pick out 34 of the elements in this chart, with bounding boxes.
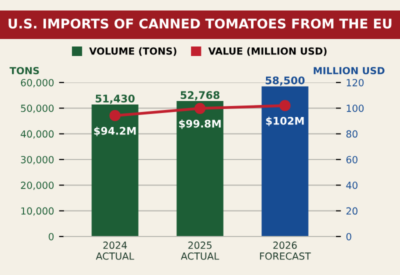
x-tick-label: 2025 ACTUAL <box>180 242 220 260</box>
y-tick-label: 20,000 <box>20 182 54 190</box>
y2-tick-label: 60 <box>346 156 358 164</box>
y-axis-title: TONS <box>10 66 39 74</box>
bar <box>92 104 138 236</box>
x-tick-label: 2026 FORECAST <box>260 242 311 260</box>
bar <box>262 86 308 236</box>
data-label: 58,500 <box>266 76 305 86</box>
y2-tick-label: 100 <box>346 104 364 112</box>
y2-tick-label: 20 <box>346 207 358 215</box>
point <box>109 110 121 122</box>
y-tick-label: 40,000 <box>20 130 54 139</box>
chart-title: U.S. IMPORTS OF CANNED TOMATOES FROM THE EU <box>8 18 392 29</box>
y2-axis-title: MILLION USD <box>314 66 384 74</box>
y2-tick-label: 80 <box>346 130 358 138</box>
data-label: 52,768 <box>180 91 220 100</box>
y-tick-label: 50,000 <box>21 104 54 113</box>
y-tick-label: 30,000 <box>21 156 54 164</box>
y2-tick-label: 120 <box>346 78 364 86</box>
legend-label: VOLUME (TONS) <box>89 47 176 56</box>
legend-label: VALUE (MILLION USD) <box>208 47 327 56</box>
data-label: 51,430 <box>96 94 135 104</box>
x-tick-label: 2024 ACTUAL <box>96 242 134 260</box>
y2-tick-label: 40 <box>346 182 358 189</box>
point <box>194 102 206 114</box>
y-tick-label: 10,000 <box>21 207 54 216</box>
data-label: $94.2M <box>94 126 136 136</box>
data-label: $99.8M <box>179 120 221 129</box>
y2-tick-label: 0 <box>346 232 352 240</box>
data-label: $102M <box>266 116 304 126</box>
point <box>279 100 291 112</box>
y-tick-label: 0 <box>48 232 54 240</box>
bar <box>176 101 224 236</box>
y-tick-label: 60,000 <box>20 78 54 88</box>
